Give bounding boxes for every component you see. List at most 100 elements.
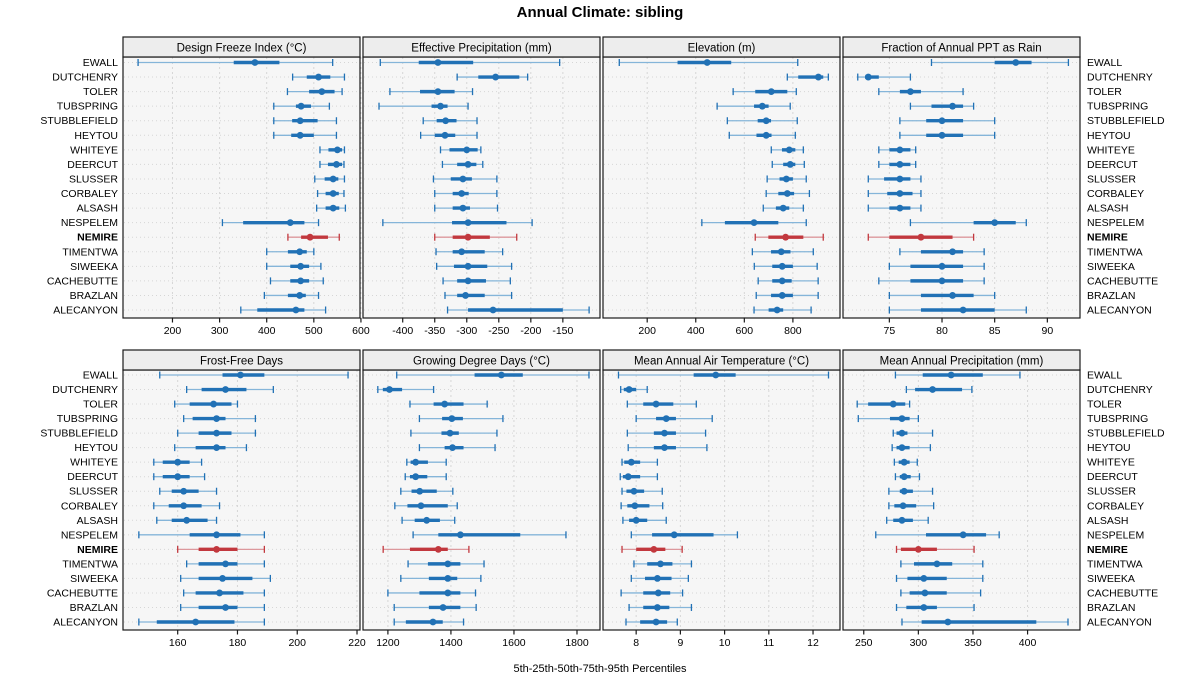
percentile-row [909,102,975,110]
panel-body [603,370,840,630]
percentile-row [434,233,518,241]
percentile-row [894,473,921,481]
median-dot [783,190,791,197]
panel-header-label: Growing Degree Days (°C) [413,356,550,368]
median-dot [814,73,822,81]
median-dot [296,117,304,125]
axis-tick-label: 400 [258,325,276,337]
percentile-row [409,400,488,408]
station-label-right: HEYTOU [1087,130,1131,142]
percentile-row [766,175,807,183]
percentile-row [867,204,922,212]
median-dot [1012,59,1020,66]
median-dot [786,161,794,168]
percentile-row [620,589,684,597]
station-label-right: STUBBLEFIELD [1087,428,1165,440]
station-label-left: TIMENTWA [62,558,118,570]
station-label-right: SLUSSER [1087,486,1136,498]
percentile-row [314,175,346,183]
panel-frost-free-days: Frost-Free Days 160 180 200 220 [122,349,366,649]
percentile-row [377,386,435,394]
station-label-left: CORBALEY [61,188,118,200]
median-dot [896,146,904,154]
median-dot [434,545,442,553]
percentile-row [630,574,689,582]
median-dot [444,589,452,597]
panel-header-label: Mean Annual Precipitation (mm) [880,356,1044,368]
median-dot [670,531,678,539]
station-label-right: TOLER [1087,399,1122,411]
median-dot [907,88,914,96]
percentile-row [621,545,683,553]
percentile-row [387,589,477,597]
median-dot [216,589,223,597]
percentile-row [878,88,964,96]
percentile-row [186,386,274,394]
station-label-right: TUBSPRING [1087,101,1148,113]
percentile-row [753,306,812,314]
station-label-right: SIWEEKA [1087,261,1135,273]
percentile-row [899,131,996,139]
station-label-left: CACHEBUTTE [47,587,118,599]
percentile-row [901,618,1069,626]
percentile-row [180,603,266,611]
percentile-row [379,59,561,66]
station-label-left: ALECANYON [53,305,118,317]
station-label-right: WHITEYE [1087,144,1135,156]
station-label-left: ALECANYON [53,617,118,629]
median-dot [444,560,452,568]
percentile-row [875,531,1000,539]
median-dot [464,219,472,227]
station-label-right: EWALL [1087,57,1122,69]
median-dot [213,415,220,422]
percentile-row [442,277,511,285]
percentile-row [620,502,664,510]
panel-design-freeze-index-c-: Design Freeze Index (°C) 200 300 400 500 600 [122,36,370,337]
percentile-row [770,146,804,154]
axis-tick-label: 12 [807,637,819,649]
percentile-row [410,429,498,437]
panel-header [602,36,841,58]
median-dot [464,262,472,270]
median-dot [657,560,664,568]
percentile-row [263,291,320,299]
median-dot [662,415,670,422]
percentile-row [273,102,331,110]
percentile-row [621,458,659,466]
station-label-right: HEYTOU [1087,442,1131,454]
percentile-row [619,473,659,481]
percentile-row [138,618,266,626]
axis-tick-label: 1600 [502,637,526,649]
percentile-row [183,415,257,423]
median-dot [183,516,191,524]
panel-body [363,57,600,318]
station-label-left: NESPELEM [61,529,118,541]
panel-growing-degree-days-c-: Growing Degree Days (°C) 1200 1400 1600 1800 [362,349,601,649]
panel-header [362,349,601,371]
percentile-row [867,175,922,183]
percentile-row [441,160,484,168]
percentile-row [393,618,465,626]
median-dot [464,161,472,168]
median-dot [458,190,466,197]
plot-title: Annual Climate: sibling [516,4,684,21]
axis-tick-label: 180 [229,637,247,649]
median-dot [286,219,294,227]
percentile-row [153,502,221,510]
median-dot [441,400,449,408]
station-label-left: HEYTOU [74,130,118,142]
panel-header-label: Design Freeze Index (°C) [177,43,307,55]
percentile-row [393,603,477,611]
percentile-row [618,59,799,66]
median-dot [661,429,668,437]
station-label-right: WHITEYE [1087,457,1135,469]
percentile-row [762,204,804,212]
median-dot [297,277,305,285]
median-dot [434,88,442,96]
panel-header [362,36,601,58]
panel-header-label: Mean Annual Air Temperature (°C) [634,356,809,368]
percentile-row [159,371,349,379]
median-dot [333,146,341,154]
percentile-row [716,102,791,110]
median-dot [896,190,904,197]
